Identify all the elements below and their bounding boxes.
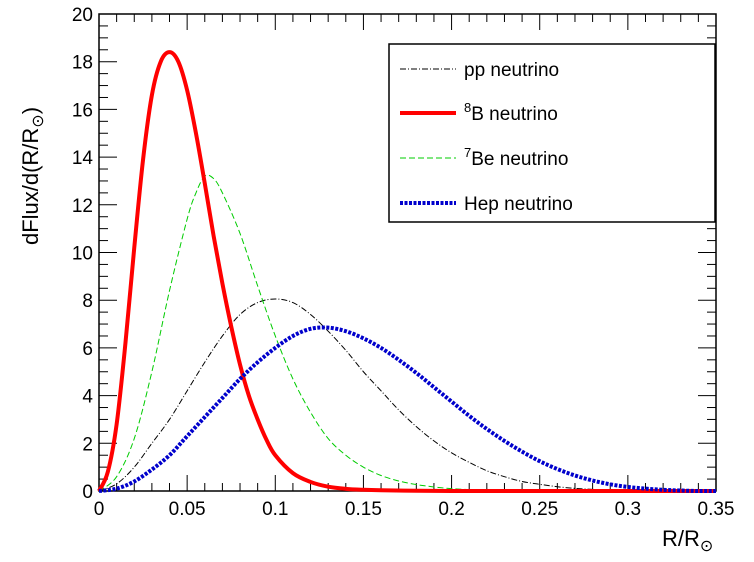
x-axis-title: R/R⊙ [662,526,713,555]
legend: pp neutrino 8B neutrino 7Be neutrino Hep ne… [388,43,716,223]
y-tick-label: 6 [82,339,93,360]
x-tick-label: 0.15 [345,499,382,520]
x-tick-label: 0.1 [262,499,288,520]
x-tick-label: 0 [94,499,105,520]
x-tick-label: 0.05 [169,499,206,520]
series-layer [97,50,716,494]
y-tick-label: 4 [82,387,93,408]
y-tick-label: 18 [72,53,93,74]
legend-label: 7Be neutrino [464,145,568,170]
y-tick-label: 14 [72,148,94,169]
series-line-7be-neutrino [98,174,628,492]
legend-label: Hep neutrino [464,194,573,215]
y-tick-label: 12 [72,196,93,217]
legend-label: pp neutrino [464,60,559,81]
series-line-8b-neutrino [97,50,716,494]
x-tick-labels: 0 0.05 0.1 0.15 0.2 0.25 0.3 0.35 [94,499,735,520]
y-tick-label: 16 [72,100,93,121]
x-tick-label: 0.25 [521,499,558,520]
y-tick-label: 8 [82,291,93,312]
y-tick-label: 2 [82,434,93,455]
legend-box [388,43,716,223]
y-axis-title: dFlux/d(R/R⊙) [18,107,47,245]
x-tick-label: 0.35 [698,499,735,520]
y-tick-label: 20 [72,5,93,26]
x-tick-label: 0.3 [615,499,641,520]
y-tick-label: 10 [72,244,93,265]
legend-label: 8B neutrino [464,100,558,125]
series-line-hep-neutrino [98,325,716,493]
series-line-pp-neutrino [98,298,699,492]
x-tick-label: 0.2 [438,499,464,520]
y-tick-label: 0 [82,482,93,503]
y-tick-labels: 0 2 4 6 8 10 12 14 16 18 20 [72,5,94,503]
